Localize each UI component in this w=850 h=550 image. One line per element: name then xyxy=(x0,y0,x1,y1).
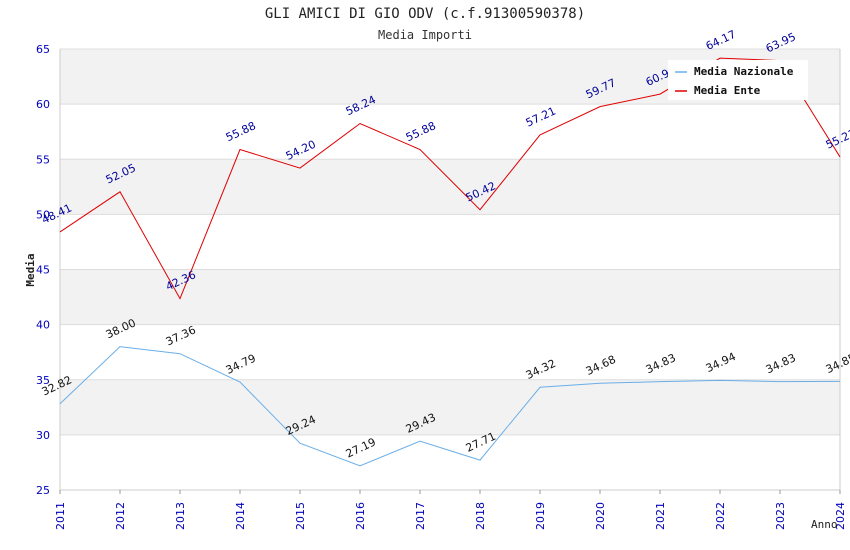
legend-label-media-ente: Media Ente xyxy=(694,84,761,97)
gridlines xyxy=(59,48,841,491)
data-label: 34.83 xyxy=(644,351,678,376)
x-tick-label: 2021 xyxy=(654,502,667,530)
x-tick-label: 2011 xyxy=(54,502,67,530)
data-label: 55.88 xyxy=(404,119,438,144)
data-label: 34.68 xyxy=(584,353,618,378)
grid-band xyxy=(60,379,840,435)
y-tick-label: 55 xyxy=(36,153,50,166)
y-axis-ticks: 25 30 35 40 45 50 55 60 65 xyxy=(36,43,50,497)
legend-box xyxy=(668,60,808,100)
y-tick-label: 65 xyxy=(36,43,50,56)
y-tick-label: 30 xyxy=(36,429,50,442)
grid-band xyxy=(60,159,840,215)
data-label: 55.21 xyxy=(824,127,850,152)
y-tick-label: 25 xyxy=(36,484,50,497)
x-tick-label: 2018 xyxy=(474,502,487,530)
x-axis-ticks: 2011 2012 2013 2014 2015 2016 2017 2018 2019 2020… xyxy=(54,490,847,530)
y-tick-label: 60 xyxy=(36,98,50,111)
y-tick-label: 40 xyxy=(36,319,50,332)
data-label: 34.32 xyxy=(524,357,558,382)
x-tick-label: 2024 xyxy=(834,502,847,530)
y-tick-label: 45 xyxy=(36,264,50,277)
chart-subtitle: Media Importi xyxy=(378,28,472,42)
data-label: 27.19 xyxy=(344,435,378,460)
data-label: 34.83 xyxy=(764,351,798,376)
background-bands xyxy=(60,49,840,435)
data-label: 48.41 xyxy=(40,202,74,227)
x-tick-label: 2019 xyxy=(534,502,547,530)
data-label: 34.94 xyxy=(704,350,738,375)
x-tick-label: 2013 xyxy=(174,502,187,530)
x-tick-label: 2023 xyxy=(774,502,787,530)
y-tick-label: 50 xyxy=(36,208,50,221)
data-label: 37.36 xyxy=(164,323,198,348)
series-line-media-nazionale xyxy=(59,346,841,467)
x-tick-label: 2020 xyxy=(594,502,607,530)
x-tick-label: 2015 xyxy=(294,502,307,530)
legend: Media Nazionale Media Ente xyxy=(668,60,808,100)
data-label: 57.21 xyxy=(524,105,558,130)
y-axis-label: Media xyxy=(24,253,37,286)
data-label: 34.79 xyxy=(224,352,258,377)
x-axis-label: Anno xyxy=(811,518,838,531)
x-tick-label: 2016 xyxy=(354,502,367,530)
x-tick-label: 2022 xyxy=(714,502,727,530)
chart-title: GLI AMICI DI GIO ODV (c.f.91300590378) xyxy=(265,6,585,22)
x-tick-label: 2012 xyxy=(114,502,127,530)
legend-label-media-nazionale: Media Nazionale xyxy=(694,65,794,78)
x-tick-label: 2017 xyxy=(414,502,427,530)
grid-band xyxy=(60,269,840,325)
data-label: 34.85 xyxy=(824,351,850,376)
x-tick-label: 2014 xyxy=(234,502,247,530)
y-tick-label: 35 xyxy=(36,374,50,387)
data-label: 55.88 xyxy=(224,119,258,144)
